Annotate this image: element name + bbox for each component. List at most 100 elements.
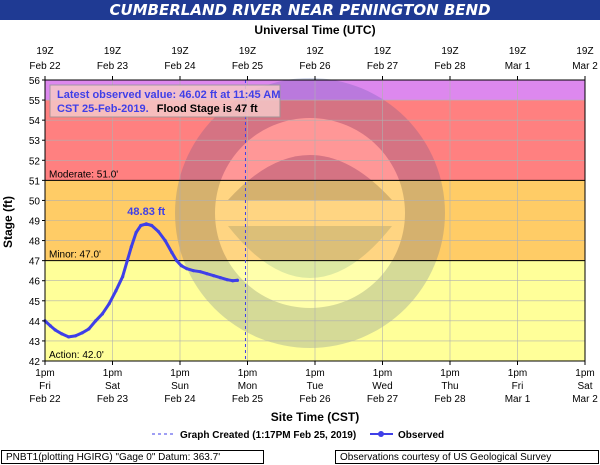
bottom-tick-day: Fri [39, 381, 51, 392]
observed-point [235, 278, 239, 282]
crest-label: 48.83 ft [127, 206, 165, 218]
observed-point [185, 267, 189, 271]
observed-series [43, 222, 239, 339]
top-tick-time: 19Z [509, 46, 526, 57]
observed-point [114, 289, 118, 293]
observed-point [144, 222, 148, 226]
top-tick-date: Feb 24 [164, 61, 196, 72]
top-tick-time: 19Z [576, 46, 593, 57]
top-tick-date: Feb 22 [29, 61, 61, 72]
observed-point [170, 251, 174, 255]
footer-credit: Observations courtesy of US Geological S… [335, 450, 599, 464]
bottom-tick-date: Feb 28 [434, 394, 466, 405]
top-tick-time: 19Z [171, 46, 188, 57]
bottom-tick-date: Feb 24 [164, 394, 196, 405]
bottom-tick-time: 1pm [373, 368, 392, 379]
observed-point [100, 312, 104, 316]
bottom-tick-date: Feb 25 [232, 394, 264, 405]
observed-point [73, 334, 77, 338]
observed-point [179, 264, 183, 268]
svg-text:CST 25-Feb-2019. Flood S: CST 25-Feb-2019. Flood Stage is 47 ft [57, 103, 258, 115]
observed-point [156, 229, 160, 234]
bottom-tick-time: 1pm [508, 368, 527, 379]
bottom-tick-date: Feb 27 [367, 394, 399, 405]
observed-point [67, 335, 71, 339]
top-tick-date: Feb 23 [97, 61, 129, 72]
bottom-tick-date: Feb 26 [299, 394, 331, 405]
band-label-moderate: Moderate: 51.0' [49, 169, 118, 180]
y-tick-label: 45 [29, 297, 41, 308]
observed-point [225, 278, 229, 282]
legend: Graph Created (1:17PM Feb 25, 2019) Obse… [152, 430, 444, 441]
info-box-line1: Latest observed value: 46.02 ft at 11:45… [57, 89, 280, 101]
bottom-tick-day: Thu [441, 381, 458, 392]
noaa-watermark [175, 78, 445, 348]
y-tick-label: 42 [29, 357, 41, 368]
observed-point [191, 269, 196, 273]
bottom-tick-day: Sun [171, 381, 189, 392]
top-axis-title: Universal Time (UTC) [254, 23, 375, 37]
observed-point [94, 319, 98, 323]
bottom-tick-date: Feb 23 [97, 394, 129, 405]
y-tick-label: 56 [29, 76, 41, 87]
y-tick-label: 49 [29, 217, 41, 228]
observed-point [163, 238, 167, 243]
top-tick-date: Mar 2 [572, 61, 598, 72]
observed-point [205, 272, 209, 276]
bottom-tick-time: 1pm [575, 368, 594, 379]
bottom-tick-time: 1pm [238, 368, 257, 379]
observed-point [134, 230, 138, 235]
bottom-tick-time: 1pm [170, 368, 189, 379]
info-box: Latest observed value: 46.02 ft at 11:45… [49, 84, 281, 118]
y-tick-label: 53 [29, 136, 41, 147]
bottom-tick-date: Mar 1 [505, 394, 531, 405]
observed-point [53, 328, 57, 332]
top-tick-date: Feb 25 [232, 61, 264, 72]
observed-point [231, 279, 235, 283]
top-tick-time: 19Z [441, 46, 458, 57]
bottom-tick-day: Wed [372, 381, 392, 392]
observed-point [218, 276, 223, 280]
top-tick-date: Feb 28 [434, 61, 466, 72]
observed-point [87, 327, 91, 331]
band-label-minor: Minor: 47.0' [49, 250, 101, 261]
observed-point [121, 275, 125, 279]
info-box-date: CST 25-Feb-2019. [57, 103, 149, 115]
observed-point [107, 302, 111, 306]
top-tick-date: Mar 1 [505, 61, 531, 72]
bottom-tick-day: Mon [238, 381, 257, 392]
top-tick-time: 19Z [239, 46, 256, 57]
bottom-axis-title: Site Time (CST) [271, 410, 359, 424]
bottom-tick-time: 1pm [305, 368, 324, 379]
bottom-tick-date: Mar 2 [572, 394, 598, 405]
top-tick-date: Feb 27 [367, 61, 399, 72]
top-tick-time: 19Z [104, 46, 121, 57]
top-tick-time: 19Z [374, 46, 391, 57]
y-tick-label: 54 [29, 116, 41, 127]
y-tick-label: 55 [29, 96, 41, 107]
chart-title: CUMBERLAND RIVER NEAR PENINGTON BEND [0, 0, 600, 20]
bottom-tick-date: Feb 22 [29, 394, 61, 405]
y-tick-label: 48 [29, 237, 41, 248]
y-tick-label: 46 [29, 277, 41, 288]
y-tick-label: 43 [29, 337, 41, 348]
bottom-tick-time: 1pm [103, 368, 122, 379]
observed-point [129, 244, 133, 249]
observed-point [48, 324, 53, 328]
legend-observed: Observed [398, 430, 444, 441]
top-tick-time: 19Z [306, 46, 323, 57]
top-axis-ticks: 19Z Feb 22 19Z Feb 23 19Z Feb 24 19Z Feb 25 19Z F… [29, 46, 598, 80]
y-tick-label: 51 [29, 176, 41, 187]
observed-point [150, 223, 154, 228]
y-tick-label: 47 [29, 257, 41, 268]
bottom-tick-day: Sat [577, 381, 592, 392]
observed-point [60, 332, 64, 336]
footer-datum: PNBT1(plotting HGIRG) "Gage 0" Datum: 36… [1, 450, 264, 464]
top-tick-date: Feb 26 [299, 61, 331, 72]
y-tick-label: 50 [29, 196, 41, 207]
bottom-tick-time: 1pm [440, 368, 459, 379]
y-axis-ticks: 42 43 44 45 46 47 48 49 50 51 52 53 54 55 56 [29, 76, 45, 368]
top-tick-time: 19Z [36, 46, 53, 57]
y-axis-title: Stage (ft) [1, 196, 15, 248]
